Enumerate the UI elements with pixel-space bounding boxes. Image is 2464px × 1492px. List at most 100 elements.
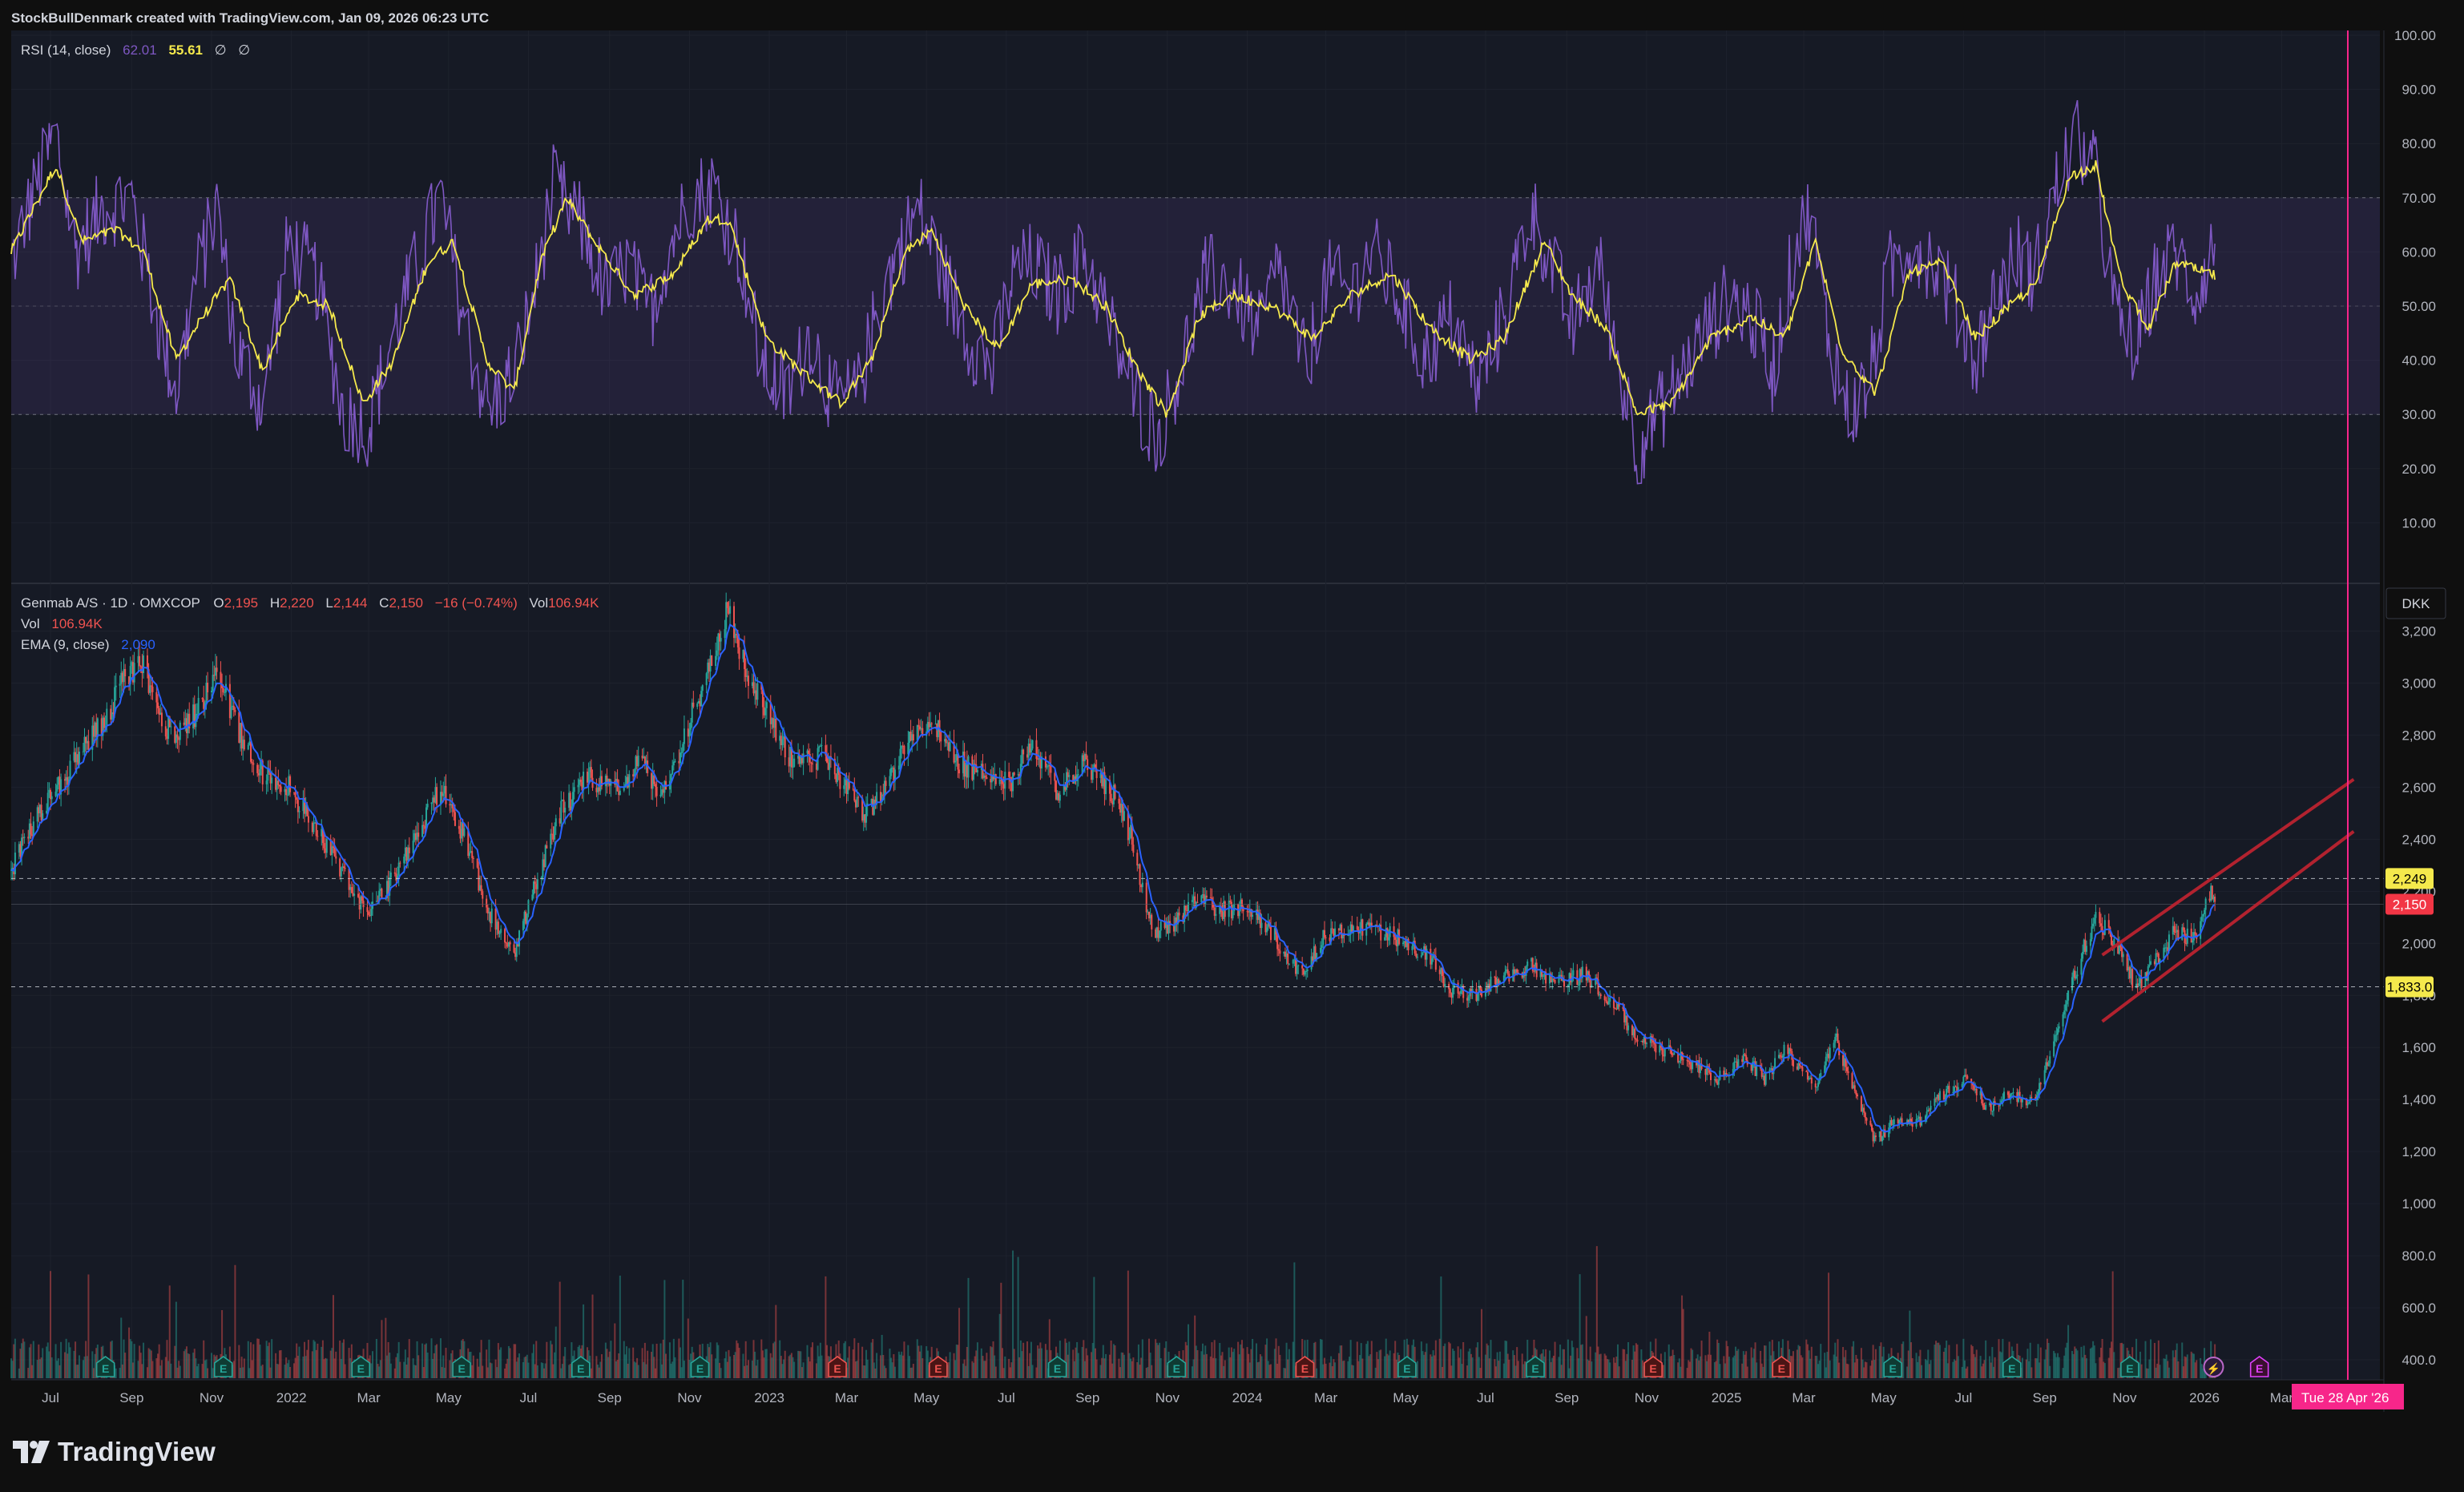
candle-body: [1930, 1106, 1932, 1110]
volume-bar: [1442, 1366, 1444, 1378]
candle-body: [1094, 764, 1096, 769]
candle-body: [2039, 1083, 2042, 1085]
volume-bar: [137, 1361, 139, 1378]
earnings-marker-label: E: [696, 1362, 704, 1375]
candle-body: [224, 692, 226, 693]
channel-lower-line[interactable]: [2101, 830, 2355, 1023]
earnings-marker[interactable]: E: [2249, 1356, 2269, 1377]
volume-bar: [204, 1360, 206, 1378]
earnings-marker[interactable]: E: [2120, 1356, 2139, 1377]
volume-bar: [1935, 1341, 1938, 1378]
volume-bar: [1828, 1272, 1830, 1378]
volume-bar: [953, 1353, 955, 1378]
volume-bar: [651, 1344, 654, 1378]
candle-body: [2063, 1010, 2066, 1015]
earnings-marker[interactable]: E: [1047, 1356, 1067, 1377]
earnings-marker[interactable]: E: [1772, 1356, 1792, 1377]
volume-bar: [779, 1340, 781, 1378]
candle-body: [2164, 947, 2167, 949]
candle-body: [1238, 909, 1240, 917]
event-markers[interactable]: E E E E E E E E E E E E E E E E E E ⚡ E: [95, 1356, 2269, 1377]
candle-body: [600, 776, 603, 787]
earnings-marker[interactable]: ⚡: [2203, 1357, 2224, 1377]
volume-bar: [619, 1275, 621, 1378]
volume-bar: [1223, 1365, 1225, 1378]
rsi-axis-label: 50.00: [2401, 299, 2436, 314]
volume-bar: [1073, 1361, 1075, 1378]
earnings-marker[interactable]: E: [2002, 1356, 2022, 1377]
rsi-legend[interactable]: RSI (14, close) 62.01 55.61 ∅ ∅: [21, 42, 250, 58]
earnings-marker[interactable]: E: [1167, 1356, 1187, 1377]
candle-body: [1513, 969, 1515, 974]
candle-body: [1066, 772, 1068, 790]
earnings-marker[interactable]: E: [1526, 1356, 1545, 1377]
ema-legend[interactable]: EMA (9, close) 2,090: [21, 637, 155, 652]
candle-body: [187, 713, 189, 734]
volume-bar: [781, 1364, 784, 1378]
candle-body: [546, 845, 548, 849]
volume-bar: [1816, 1356, 1818, 1378]
volume-bar: [2021, 1357, 2023, 1378]
candle-body: [2046, 1062, 2048, 1067]
volume-bar: [1461, 1364, 1463, 1378]
tradingview-branding[interactable]: TradingView: [13, 1434, 216, 1470]
candle-body: [526, 913, 528, 924]
volume-bar: [1211, 1342, 1213, 1378]
currency-box[interactable]: [2385, 587, 2446, 619]
candle-body: [1159, 921, 1162, 931]
candle-body: [1012, 772, 1014, 792]
channel-upper-line[interactable]: [2101, 777, 2355, 957]
earnings-marker[interactable]: E: [690, 1356, 710, 1377]
earnings-marker[interactable]: E: [452, 1356, 471, 1377]
volume-bar: [1502, 1363, 1505, 1378]
volume-bar: [1268, 1365, 1271, 1378]
volume-bar: [2071, 1350, 2073, 1378]
earnings-marker[interactable]: E: [1397, 1356, 1417, 1377]
volume-bar: [1077, 1353, 1079, 1378]
candle-body: [1466, 998, 1469, 1001]
earnings-marker[interactable]: E: [929, 1356, 948, 1377]
earnings-marker[interactable]: E: [828, 1356, 847, 1377]
earnings-marker[interactable]: E: [213, 1356, 233, 1377]
volume-bar: [2062, 1368, 2064, 1378]
candle-body: [228, 683, 231, 719]
earnings-marker[interactable]: E: [351, 1356, 371, 1377]
candle-body: [839, 775, 841, 789]
volume-bar: [1716, 1339, 1719, 1378]
candle-body: [1285, 953, 1288, 958]
price-badge[interactable]: [2385, 868, 2434, 889]
candle-body: [1275, 928, 1277, 935]
candle-body: [203, 699, 205, 709]
earnings-marker[interactable]: E: [1295, 1356, 1315, 1377]
candle-body: [451, 804, 454, 809]
earnings-marker[interactable]: E: [571, 1356, 591, 1377]
price-badge[interactable]: [2385, 893, 2434, 915]
candle-body: [430, 802, 433, 804]
volume-bar: [1768, 1341, 1771, 1378]
candle-body: [1322, 929, 1325, 946]
volume-bar: [393, 1368, 396, 1378]
volume-bar: [536, 1365, 538, 1378]
candle-body: [2126, 954, 2128, 971]
candle-body: [1083, 754, 1086, 761]
date-marker-badge[interactable]: [2292, 1384, 2404, 1409]
earnings-marker[interactable]: E: [1883, 1356, 1902, 1377]
volume-bar: [1554, 1341, 1556, 1378]
earnings-marker[interactable]: E: [95, 1356, 115, 1377]
candle-body: [678, 760, 680, 764]
candle-body: [2049, 1056, 2051, 1064]
volume-bar: [509, 1348, 511, 1378]
volume-bar: [1970, 1345, 1973, 1378]
volume-legend[interactable]: Vol 106.94K: [21, 616, 103, 631]
volume-bar: [1017, 1256, 1019, 1378]
candle-body: [1774, 1058, 1776, 1069]
candle-body: [1631, 1025, 1633, 1035]
candle-body: [1091, 769, 1093, 780]
price-badge[interactable]: [2385, 976, 2434, 998]
earnings-marker[interactable]: E: [1643, 1356, 1663, 1377]
price-legend[interactable]: Genmab A/S · 1D · OMXCOP O2,195 H2,220 L…: [21, 595, 599, 611]
candle-body: [60, 779, 63, 795]
candle-body: [504, 929, 506, 943]
